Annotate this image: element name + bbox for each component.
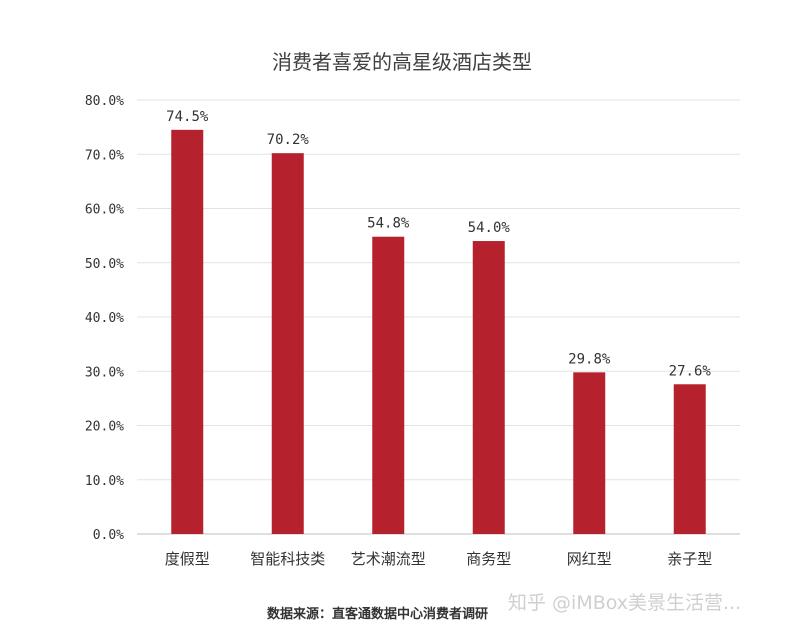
- x-tick-label: 商务型: [466, 550, 511, 568]
- x-tick-label: 度假型: [165, 550, 210, 568]
- x-tick-label: 网红型: [567, 550, 612, 568]
- y-tick-label: 10.0%: [85, 474, 124, 489]
- y-tick-label: 20.0%: [85, 420, 124, 435]
- data-label: 54.0%: [468, 220, 511, 236]
- y-tick-label: 60.0%: [85, 203, 124, 218]
- bar: [171, 129, 204, 534]
- bar: [573, 372, 606, 534]
- y-tick-label: 80.0%: [85, 94, 124, 109]
- x-tick-label: 智能科技类: [250, 550, 325, 568]
- bar: [372, 236, 405, 534]
- chart-title: 消费者喜爱的高星级酒店类型: [272, 50, 532, 74]
- data-label: 29.8%: [568, 351, 611, 367]
- bar: [472, 241, 505, 535]
- data-source-note: 数据来源：直客通数据中心消费者调研: [267, 607, 489, 622]
- y-tick-label: 30.0%: [85, 365, 124, 380]
- bar: [271, 153, 304, 535]
- x-tick-label: 亲子型: [667, 550, 712, 568]
- bar: [673, 384, 706, 534]
- y-tick-label: 50.0%: [85, 257, 124, 272]
- watermark: 知乎 @iMBox美景生活营...: [508, 592, 742, 614]
- x-tick-label: 艺术潮流型: [351, 550, 426, 568]
- y-tick-label: 70.0%: [85, 148, 124, 163]
- y-tick-label: 0.0%: [93, 528, 124, 543]
- data-label: 27.6%: [669, 363, 712, 379]
- data-label: 70.2%: [267, 132, 310, 148]
- y-tick-label: 40.0%: [85, 311, 124, 326]
- data-label: 74.5%: [166, 109, 209, 125]
- data-label: 54.8%: [367, 216, 410, 232]
